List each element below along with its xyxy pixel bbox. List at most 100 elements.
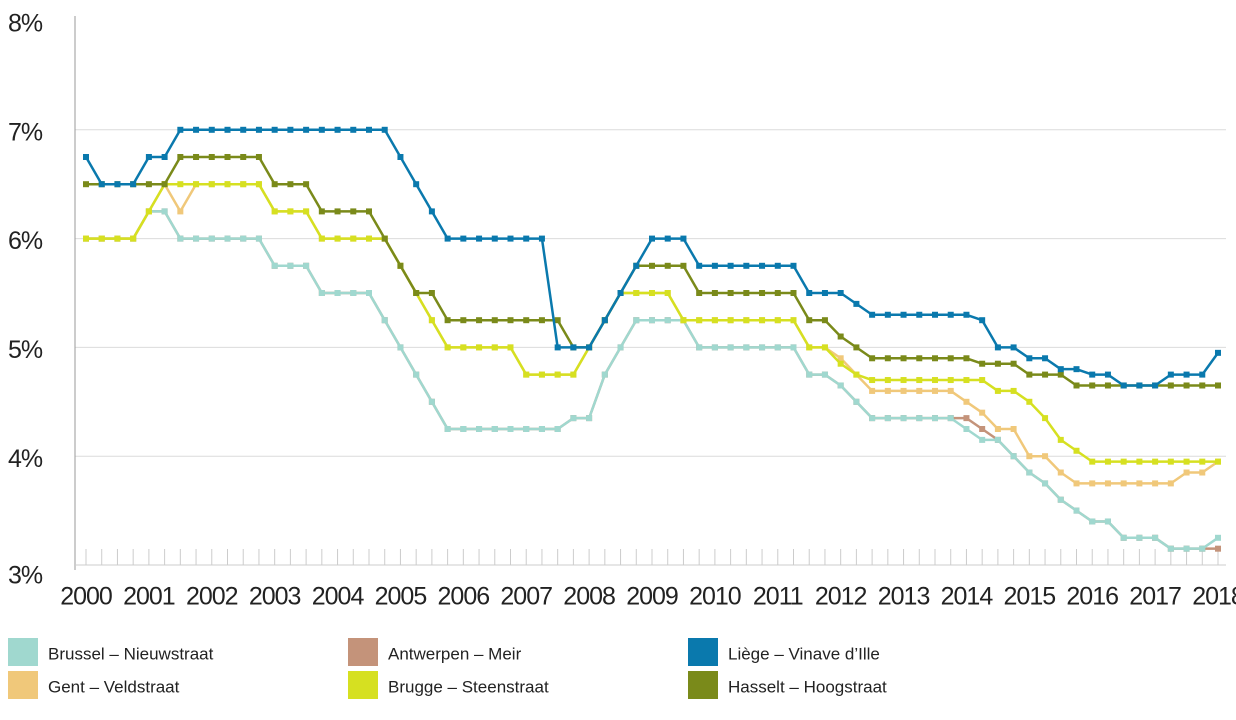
data-point — [570, 371, 577, 378]
data-point — [1183, 458, 1190, 465]
data-point — [444, 317, 451, 324]
data-point — [523, 371, 530, 378]
data-point — [350, 290, 357, 296]
data-point — [303, 126, 310, 133]
x-tick-label: 2014 — [941, 583, 994, 611]
data-point — [460, 235, 467, 242]
data-point — [821, 317, 828, 324]
data-point — [806, 371, 813, 378]
data-point — [428, 208, 435, 215]
data-point — [507, 235, 514, 242]
data-point — [303, 181, 310, 188]
data-point — [161, 181, 168, 188]
data-point — [601, 371, 608, 378]
data-point — [476, 344, 483, 351]
data-point — [1089, 382, 1096, 389]
data-point — [806, 317, 813, 324]
data-point — [947, 377, 954, 384]
data-point — [869, 415, 876, 422]
data-point — [1136, 480, 1143, 487]
data-point — [711, 317, 718, 324]
data-point — [98, 235, 105, 242]
x-tick-label: 2015 — [1004, 583, 1056, 611]
data-point — [759, 262, 766, 269]
data-point — [318, 208, 325, 215]
data-point — [821, 371, 828, 378]
legend-swatch — [688, 671, 718, 699]
data-point — [1215, 534, 1221, 541]
x-tick-label: 2009 — [626, 583, 678, 611]
data-point — [1215, 545, 1221, 552]
data-point — [240, 126, 247, 133]
data-point — [1042, 415, 1049, 422]
data-point — [334, 126, 341, 133]
data-point — [1120, 382, 1127, 389]
data-point — [413, 181, 420, 188]
data-point — [649, 317, 655, 324]
data-point — [1104, 458, 1111, 465]
data-point — [932, 387, 938, 394]
data-point — [413, 371, 420, 378]
data-point — [1104, 518, 1111, 525]
data-point — [994, 387, 1001, 394]
data-point — [979, 409, 986, 416]
data-point — [774, 290, 781, 296]
data-point — [821, 290, 828, 296]
data-point — [255, 126, 262, 133]
data-point — [884, 355, 891, 362]
data-point — [1152, 458, 1159, 465]
data-point — [1183, 382, 1190, 389]
data-point — [460, 344, 467, 351]
data-point — [161, 208, 168, 215]
data-point — [853, 371, 860, 378]
x-tick-label: 2002 — [186, 583, 238, 611]
data-point — [1104, 480, 1111, 487]
data-point — [381, 235, 388, 242]
data-point — [366, 235, 372, 242]
series — [83, 208, 1221, 552]
y-tick-label: 6% — [8, 227, 43, 255]
x-tick-label: 2004 — [312, 583, 365, 611]
data-point — [1199, 382, 1206, 389]
data-point — [476, 235, 483, 242]
data-point — [916, 355, 923, 362]
data-point — [711, 262, 718, 269]
data-point — [586, 415, 593, 422]
data-point — [1057, 469, 1064, 476]
x-tick-label: 2007 — [500, 583, 552, 611]
data-point — [460, 426, 467, 432]
data-point — [523, 235, 530, 242]
data-point — [633, 290, 640, 296]
data-point — [1167, 371, 1174, 378]
series — [83, 208, 1221, 552]
x-tick-label: 2016 — [1066, 583, 1118, 611]
data-point — [1120, 480, 1127, 487]
legend-label: Gent – Veldstraat — [48, 677, 180, 696]
data-point — [366, 290, 372, 296]
data-point — [806, 290, 813, 296]
data-point — [114, 181, 121, 188]
data-point — [711, 290, 718, 296]
data-point — [240, 154, 247, 160]
data-point — [696, 317, 703, 324]
legend-swatch — [348, 638, 378, 666]
data-point — [523, 426, 530, 432]
data-point — [193, 126, 200, 133]
x-tick-label: 2012 — [815, 583, 867, 611]
legend-swatch — [8, 638, 38, 666]
x-tick-label: 2005 — [375, 583, 427, 611]
data-point — [963, 415, 970, 422]
data-point — [428, 317, 435, 324]
data-point — [1073, 447, 1080, 454]
data-point — [884, 377, 891, 384]
data-point — [916, 387, 923, 394]
data-point — [696, 262, 703, 269]
data-point — [900, 355, 907, 362]
x-tick-label: 2010 — [689, 583, 741, 611]
data-point — [790, 344, 797, 351]
data-point — [1073, 382, 1080, 389]
data-point — [1057, 366, 1064, 373]
data-point — [177, 235, 184, 242]
data-point — [397, 154, 404, 160]
data-point — [711, 344, 718, 351]
